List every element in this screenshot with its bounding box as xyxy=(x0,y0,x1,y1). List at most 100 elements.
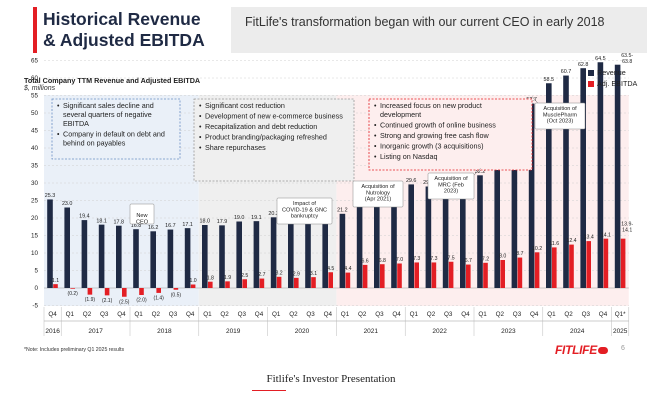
footer-underline xyxy=(252,390,286,391)
x-year-label: 2023 xyxy=(501,328,516,335)
y-tick-label: -5 xyxy=(32,303,38,310)
revenue-bar xyxy=(81,220,88,288)
ebitda-label: 1.0 xyxy=(189,278,196,284)
revenue-label: 62.8 xyxy=(578,62,589,68)
ebitda-label: 10.2 xyxy=(532,246,542,252)
ebitda-label: 6.7 xyxy=(465,258,472,264)
revenue-bar xyxy=(511,131,518,288)
legend-label: Revenue xyxy=(597,68,626,77)
callout-text: 2023) xyxy=(444,189,458,195)
callout-text: COVID-19 & GNC xyxy=(282,207,327,213)
revenue-bar xyxy=(133,229,139,288)
logo-mark-icon xyxy=(597,347,608,355)
callout-text: Acquisition of xyxy=(543,106,577,112)
revenue-label: 63.5- xyxy=(621,53,633,59)
callout-box xyxy=(276,197,333,225)
revenue-bar xyxy=(528,103,535,288)
revenue-bar xyxy=(391,190,397,288)
revenue-bar xyxy=(116,225,122,288)
x-quarter-label: Q3 xyxy=(238,311,247,318)
x-year-label: 2018 xyxy=(157,328,172,335)
x-quarter-label: Q1 xyxy=(410,311,419,318)
ebitda-label: 8.7 xyxy=(516,251,523,257)
y-tick-label: 65 xyxy=(31,58,39,65)
phase-bullet-icon: • xyxy=(374,154,377,161)
x-quarter-label: Q2 xyxy=(220,311,229,318)
callout-text: bankruptcy xyxy=(291,214,319,220)
ebitda-label: 2.5 xyxy=(241,273,248,279)
ebitda-bar xyxy=(397,263,402,288)
x-quarter-label: Q4 xyxy=(255,311,264,318)
ebitda-label: 7.2 xyxy=(482,256,489,262)
revenue-bar xyxy=(253,221,260,288)
phase-bullet-text: several quarters of negative xyxy=(63,110,152,119)
ebitda-label: 3.2 xyxy=(275,270,282,276)
ebitda-bar xyxy=(448,261,454,288)
revenue-label: 20.2 xyxy=(268,211,279,217)
ebitda-label: (2.5) xyxy=(119,299,130,305)
phase-bullet-icon: • xyxy=(199,124,202,131)
revenue-bar xyxy=(494,150,500,288)
y-tick-label: 45 xyxy=(31,128,39,135)
slide: Historical Revenue & Adjusted EBITDA Fit… xyxy=(24,7,647,357)
revenue-label: 16.8 xyxy=(131,223,142,229)
ebitda-bar xyxy=(345,272,351,288)
x-quarter-label: Q2 xyxy=(427,311,436,318)
x-quarter-label: Q2 xyxy=(152,311,161,318)
ebitda-bar xyxy=(466,264,471,288)
footer-caption: Fitlife's Investor Presentation xyxy=(266,373,396,385)
x-quarter-label: Q1 xyxy=(478,311,487,318)
revenue-bar xyxy=(339,213,346,288)
revenue-label: 16.2 xyxy=(148,225,159,231)
callout-text: Nutrology xyxy=(366,190,390,196)
ebitda-label: 2.9 xyxy=(293,271,300,277)
legend-swatch xyxy=(588,70,594,76)
revenue-label: 63.8 xyxy=(622,59,632,65)
page-number: 6 xyxy=(621,345,625,352)
callout-text: (Oct 2023) xyxy=(547,119,574,125)
revenue-bar xyxy=(219,225,225,288)
ebitda-bar xyxy=(362,264,368,288)
fitlife-logo: FITLIFE xyxy=(555,343,608,357)
phase-bullet-icon: • xyxy=(57,132,60,139)
x-quarter-label: Q3 xyxy=(375,311,384,318)
revenue-label: 19.1 xyxy=(251,215,262,221)
callout-text: MusclePharm xyxy=(543,112,578,118)
phase-box-2 xyxy=(193,98,355,182)
ebitda-label: (1.4) xyxy=(154,295,165,301)
ebitda-bar xyxy=(53,284,58,288)
revenue-label: 17.8 xyxy=(114,219,125,225)
x-quarter-label: Q3 xyxy=(582,311,591,318)
callout-text: New xyxy=(136,213,148,219)
ebitda-bar xyxy=(259,278,265,288)
revenue-bar xyxy=(322,210,328,288)
phase-bullet-text: Product branding/packaging refreshed xyxy=(205,133,327,142)
x-quarter-label: Q1 xyxy=(341,311,350,318)
footnote: *Note: Includes preliminary Q1 2025 resu… xyxy=(24,347,125,353)
x-quarter-label: Q1* xyxy=(615,311,626,318)
phase-bullet-text: Strong and growing free cash flow xyxy=(380,131,489,140)
y-tick-label: 5 xyxy=(34,268,38,275)
ebitda-label: 7.3 xyxy=(430,256,437,262)
title-accent-bar xyxy=(33,7,37,53)
ebitda-bar xyxy=(225,281,230,288)
revenue-bar xyxy=(47,199,53,288)
x-quarter-label: Q1 xyxy=(547,311,556,318)
revenue-bar xyxy=(477,175,483,288)
revenue-label: 21.2 xyxy=(337,207,348,213)
x-quarter-label: Q3 xyxy=(169,311,178,318)
ebitda-label: (2.1) xyxy=(102,298,113,304)
y-tick-label: 35 xyxy=(31,163,39,170)
ebitda-bar xyxy=(500,260,505,288)
callout-box xyxy=(352,180,404,208)
phase-bullet-icon: • xyxy=(374,133,377,140)
x-year-label: 2019 xyxy=(226,328,241,335)
ebitda-bar xyxy=(328,272,333,288)
x-quarter-label: Q4 xyxy=(392,311,401,318)
ebitda-label: 11.6 xyxy=(549,241,559,247)
revenue-bar xyxy=(614,64,621,288)
ebitda-bar xyxy=(483,262,488,288)
phase-bullet-text: Listing on Nasdaq xyxy=(380,152,438,161)
phase-bullet-text: Share repurchases xyxy=(205,143,266,152)
callout-text: Acquisition of xyxy=(434,176,468,182)
